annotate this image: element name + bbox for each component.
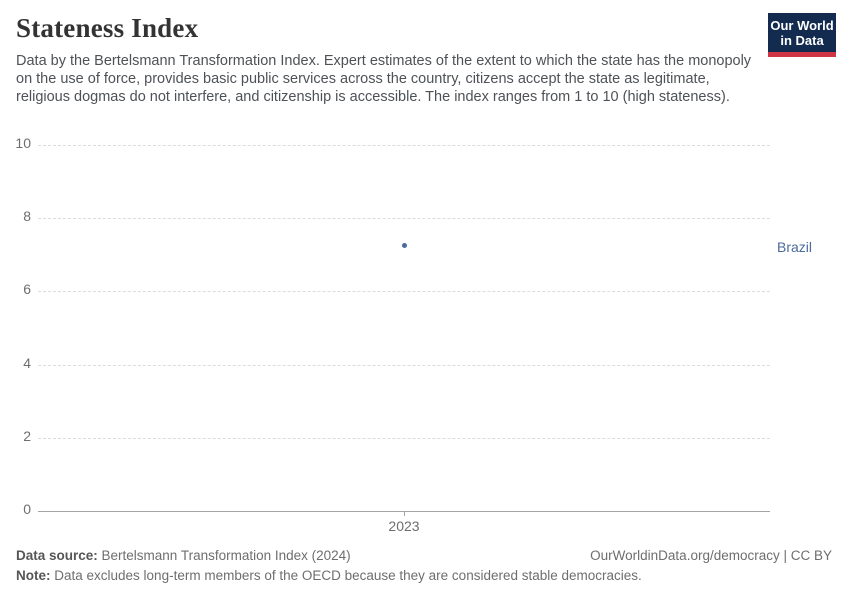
owid-logo[interactable]: Our World in Data — [768, 13, 836, 57]
owid-logo-text: Our World in Data — [768, 13, 836, 52]
owid-logo-line1: Our World — [770, 18, 834, 33]
y-axis-tick-label: 0 — [23, 501, 31, 517]
data-source-label: Data source: — [16, 548, 98, 563]
y-axis-tick-label: 6 — [23, 281, 31, 298]
owid-logo-red-strip — [768, 52, 836, 57]
page-title: Stateness Index — [16, 13, 199, 43]
y-axis-tick-label: 10 — [15, 135, 31, 151]
y-axis-tick-label: 2 — [23, 427, 31, 444]
y-gridline — [38, 145, 770, 146]
chart-subtitle: Data by the Bertelsmann Transformation I… — [16, 53, 752, 106]
y-gridline — [38, 291, 770, 293]
data-point-brazil[interactable] — [401, 243, 407, 249]
y-axis-tick-label: 4 — [23, 354, 31, 371]
attribution-link[interactable]: OurWorldinData.org/democracy | CC BY — [590, 548, 832, 563]
y-gridline — [38, 218, 770, 220]
data-source-text: Bertelsmann Transformation Index (2024) — [97, 548, 351, 563]
chart-footer: Data source: Bertelsmann Transformation … — [16, 546, 832, 586]
entity-label-brazil[interactable]: Brazil — [777, 238, 813, 255]
x-axis-tick-label: 2023 — [388, 518, 420, 534]
data-source-line: Data source: Bertelsmann Transformation … — [16, 546, 351, 566]
note-line: Note: Data excludes long-term members of… — [16, 568, 642, 583]
note-text: Data excludes long-term members of the O… — [50, 568, 642, 583]
y-axis-tick-label: 8 — [23, 208, 31, 225]
x-axis-tick — [404, 511, 405, 516]
owid-logo-line2: in Data — [780, 33, 824, 48]
y-gridline — [38, 437, 770, 439]
y-gridline — [38, 364, 770, 366]
note-label: Note: — [16, 568, 51, 583]
